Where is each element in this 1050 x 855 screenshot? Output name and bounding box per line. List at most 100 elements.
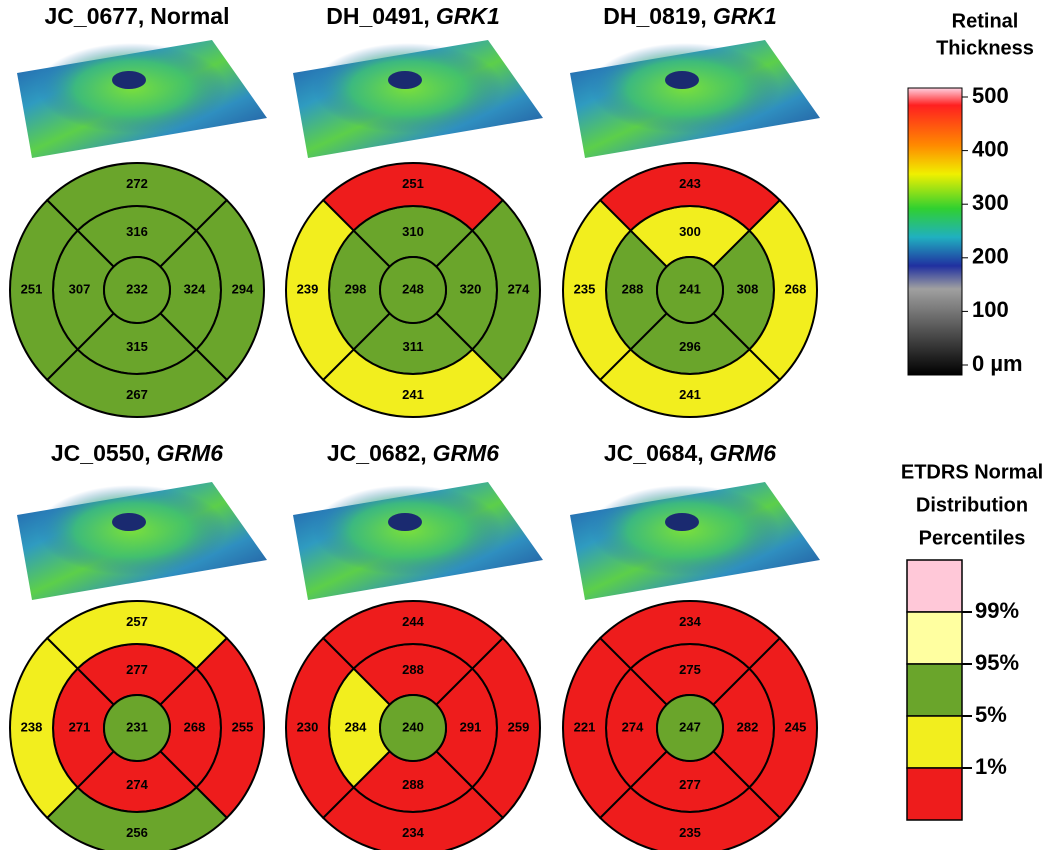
center-value: 247 — [679, 719, 701, 734]
inner-value: 315 — [126, 339, 148, 354]
percentile-legend-title: Distribution — [916, 494, 1028, 516]
center-value: 240 — [402, 719, 424, 734]
colorbar-label: 500 — [972, 83, 1009, 108]
sample-id: JC_0684, — [604, 440, 704, 466]
percentile-box — [906, 663, 963, 717]
percentile-label: 95% — [975, 650, 1019, 675]
inner-value: 310 — [402, 224, 424, 239]
fovea — [665, 513, 699, 531]
sample-id: JC_0682, — [327, 440, 427, 466]
outer-value: 245 — [785, 719, 807, 734]
outer-value: 235 — [679, 825, 701, 840]
outer-value: 244 — [402, 614, 424, 629]
outer-sector — [284, 636, 356, 820]
outer-value: 238 — [21, 719, 43, 734]
outer-value: 251 — [21, 281, 43, 296]
outer-value: 274 — [508, 281, 530, 296]
group: Normal — [150, 3, 229, 29]
inner-value: 271 — [69, 719, 91, 734]
center-sector — [103, 694, 171, 762]
outer-value: 243 — [679, 176, 701, 191]
center-sector — [379, 256, 447, 324]
inner-value: 274 — [126, 777, 148, 792]
percentile-label: 1% — [975, 754, 1007, 779]
panel-title: JC_0677, Normal — [45, 3, 230, 29]
outer-value: 267 — [126, 387, 148, 402]
center-sector — [656, 694, 724, 762]
inner-value: 320 — [460, 281, 482, 296]
group: GRK1 — [436, 3, 500, 29]
colorbar-label: 200 — [972, 244, 1009, 269]
sample-id: DH_0491, — [326, 3, 430, 29]
outer-value: 268 — [785, 281, 807, 296]
outer-value: 272 — [126, 176, 148, 191]
panel: JC_0682, GRM6 288 291 288 284 244 259 234 230 240 — [284, 440, 543, 855]
fovea — [112, 71, 146, 89]
center-value: 248 — [402, 281, 424, 296]
outer-sector — [561, 636, 633, 820]
group: GRM6 — [710, 440, 777, 466]
panel: DH_0491, GRK1 310 320 311 298 251 274 241 239 248 — [284, 3, 543, 419]
fovea — [388, 71, 422, 89]
inner-value: 277 — [679, 777, 701, 792]
sample-id: JC_0550, — [51, 440, 151, 466]
colorbar-label: 100 — [972, 297, 1009, 322]
outer-value: 234 — [402, 825, 424, 840]
inner-value: 316 — [126, 224, 148, 239]
inner-value: 268 — [184, 719, 206, 734]
inner-value: 307 — [69, 281, 91, 296]
percentile-label: 99% — [975, 598, 1019, 623]
thickness-legend-title: Thickness — [936, 37, 1034, 59]
colorbar-label: 0 µm — [972, 351, 1023, 376]
inner-value: 324 — [184, 281, 206, 296]
panel: JC_0550, GRM6 277 268 274 271 257 255 256 238 231 — [9, 440, 267, 855]
outer-value: 256 — [126, 825, 148, 840]
inner-value: 288 — [402, 777, 424, 792]
panel: JC_0684, GRM6 275 282 277 274 234 245 235 221 247 — [561, 440, 820, 855]
percentile-box — [906, 715, 963, 769]
colorbar — [907, 87, 963, 376]
percentile-label: 5% — [975, 702, 1007, 727]
inner-value: 284 — [345, 719, 367, 734]
thickness-legend-title: Retinal — [952, 10, 1019, 32]
inner-value: 282 — [737, 719, 759, 734]
percentile-legend-title: Percentiles — [919, 527, 1026, 549]
legends: Retinal Thickness 500 400 300 200 100 0 µm ETDRS… — [901, 10, 1043, 821]
inner-value: 298 — [345, 281, 367, 296]
inner-value: 274 — [622, 719, 644, 734]
inner-value: 300 — [679, 224, 701, 239]
outer-value: 230 — [297, 719, 319, 734]
panel-title: JC_0550, GRM6 — [51, 440, 223, 466]
outer-sector — [561, 198, 633, 382]
panel-title: DH_0491, GRK1 — [326, 3, 499, 29]
inner-value: 288 — [622, 281, 644, 296]
colorbar-label: 400 — [972, 136, 1009, 161]
panels: JC_0677, Normal 316 324 315 307 272 294 267 251 23… — [9, 3, 820, 855]
inner-value: 291 — [460, 719, 482, 734]
outer-value: 221 — [574, 719, 596, 734]
outer-value: 239 — [297, 281, 319, 296]
colorbar-label: 300 — [972, 190, 1009, 215]
center-sector — [379, 694, 447, 762]
inner-value: 311 — [403, 339, 424, 354]
sample-id: JC_0677, — [45, 3, 145, 29]
group: GRM6 — [433, 440, 500, 466]
outer-value: 235 — [574, 281, 596, 296]
inner-value: 277 — [126, 662, 148, 677]
outer-value: 241 — [402, 387, 424, 402]
inner-value: 308 — [737, 281, 759, 296]
inner-value: 288 — [402, 662, 424, 677]
center-sector — [103, 256, 171, 324]
outer-value: 259 — [508, 719, 530, 734]
panel: DH_0819, GRK1 300 308 296 288 243 268 241 235 241 — [561, 3, 820, 419]
fovea — [665, 71, 699, 89]
outer-sector — [9, 636, 80, 820]
sample-id: DH_0819, — [603, 3, 707, 29]
outer-value: 257 — [126, 614, 148, 629]
fovea — [112, 513, 146, 531]
fovea — [388, 513, 422, 531]
outer-sector — [9, 198, 80, 382]
panel-title: JC_0682, GRM6 — [327, 440, 499, 466]
percentile-box — [906, 767, 963, 821]
